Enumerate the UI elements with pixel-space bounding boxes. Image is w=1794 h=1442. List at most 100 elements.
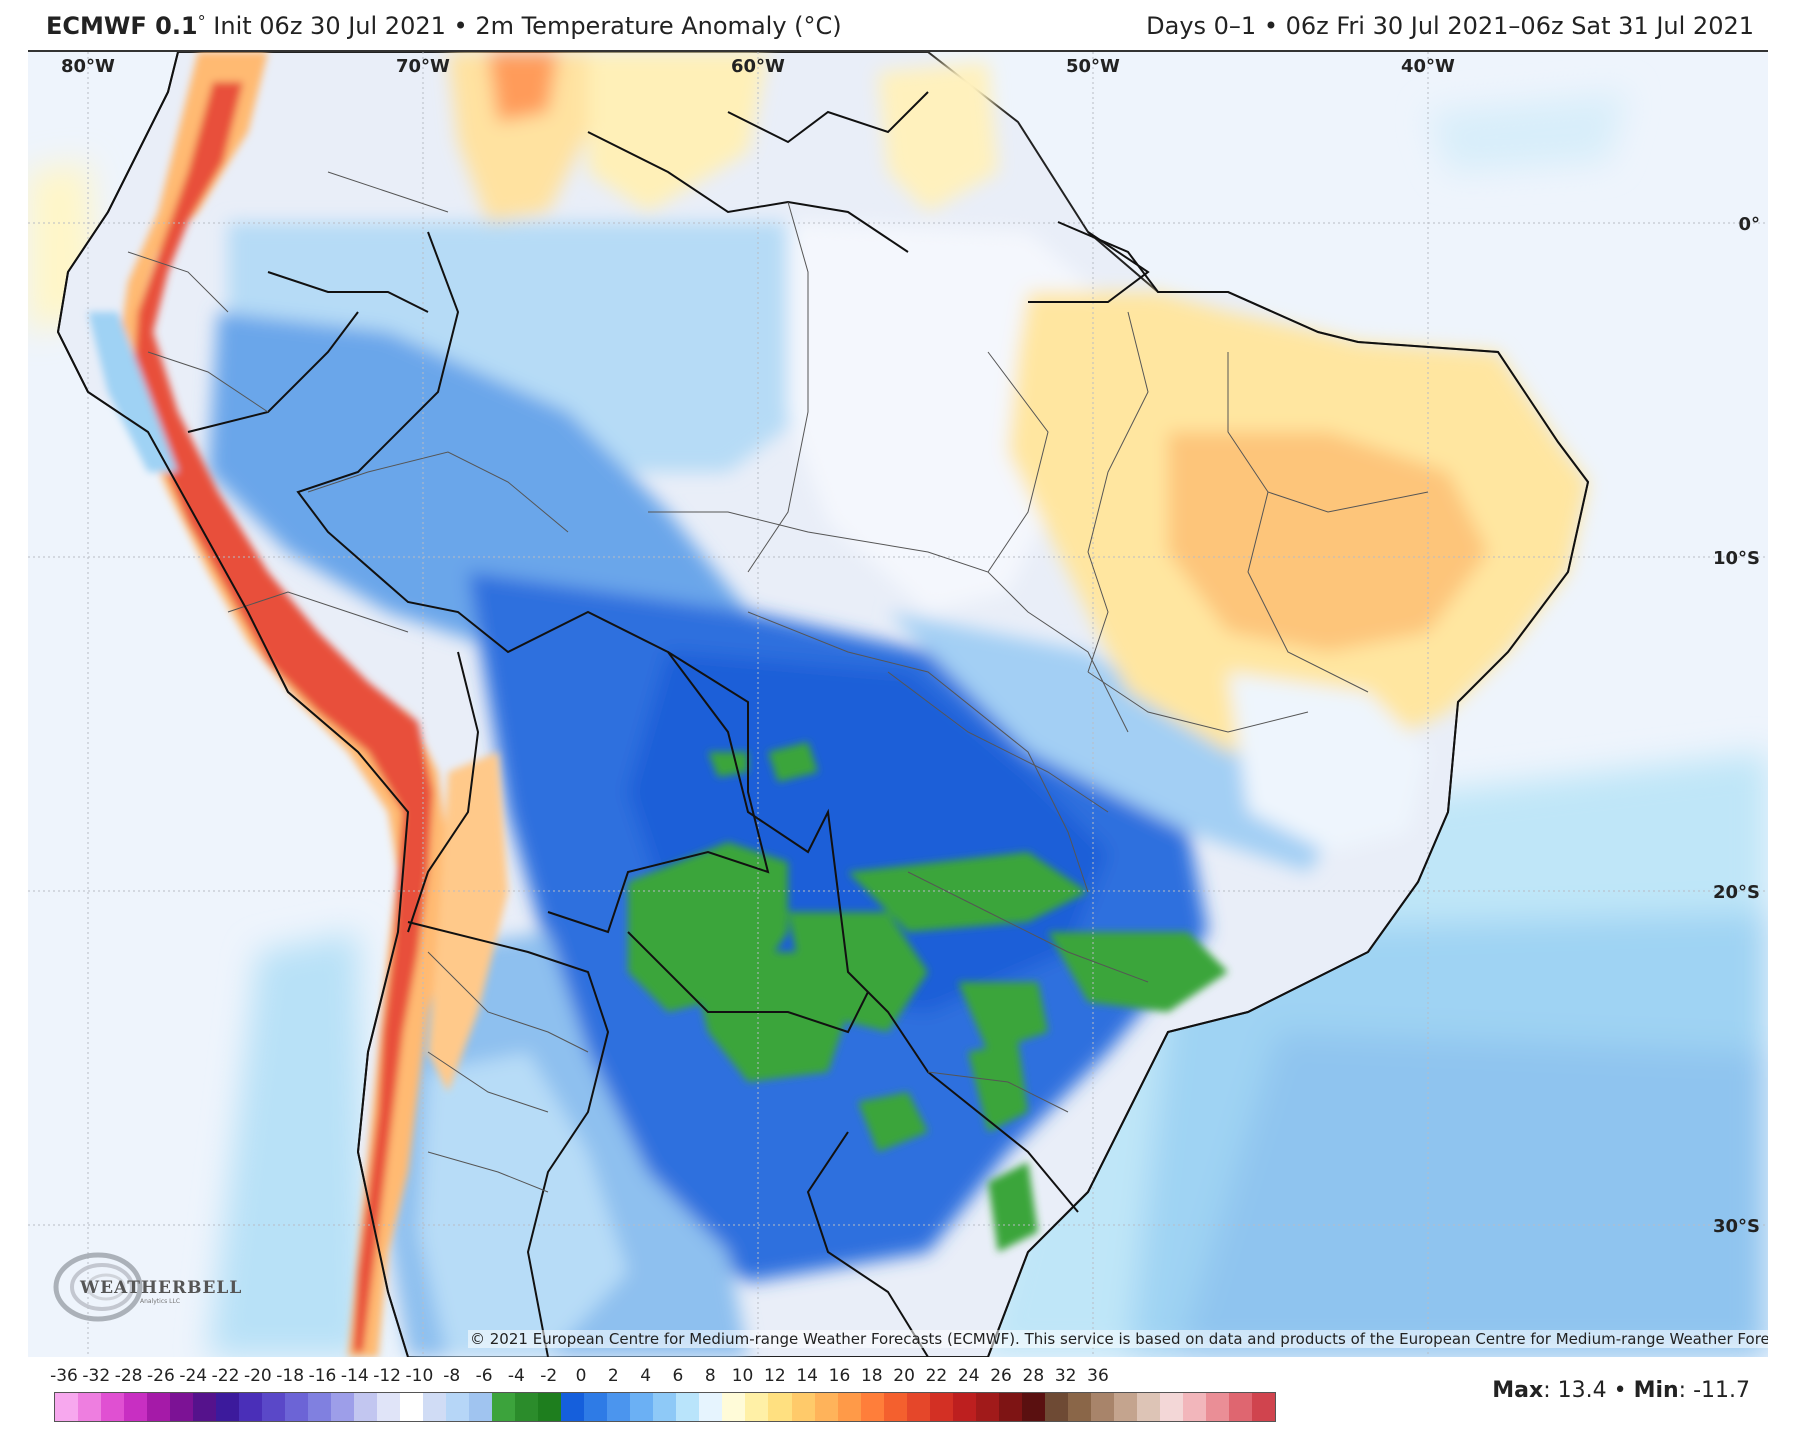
legend-tick-label: 6 (672, 1366, 684, 1386)
legend-swatch (1044, 1393, 1068, 1421)
legend-tick-label: 36 (1087, 1366, 1109, 1386)
legend-swatch (929, 1393, 953, 1421)
latitude-label-30s: 30°S (1712, 1216, 1760, 1237)
legend-tick-label: 28 (1022, 1366, 1045, 1386)
latitude-label-0: 0° (1738, 214, 1760, 235)
legend-tick-label: -36 (50, 1366, 78, 1386)
copyright-notice: © 2021 European Centre for Medium-range … (468, 1330, 1768, 1348)
legend-swatch (515, 1393, 539, 1421)
legend-swatch (1067, 1393, 1091, 1421)
legend-tick-label: 18 (860, 1366, 883, 1386)
legend-swatch (216, 1393, 240, 1421)
legend-swatch (285, 1393, 309, 1421)
legend-swatch (1113, 1393, 1137, 1421)
longitude-label-70w: 70°W (396, 56, 450, 77)
legend-tick-label: 26 (990, 1366, 1012, 1386)
field-name: 2m Temperature Anomaly (°C) (475, 12, 842, 40)
legend-swatch (653, 1393, 677, 1421)
legend-tick-label: -6 (475, 1366, 493, 1386)
legend-tick-label: -24 (179, 1366, 208, 1386)
longitude-label-80w: 80°W (61, 56, 115, 77)
legend-swatch (492, 1393, 516, 1421)
legend-tick-label: 20 (893, 1366, 915, 1386)
map-panel: 80°W 70°W 60°W 50°W 40°W 0° 10°S 20°S 30… (28, 50, 1768, 1357)
legend-swatch (1205, 1393, 1229, 1421)
legend-swatch (262, 1393, 286, 1421)
legend-swatch (814, 1393, 838, 1421)
logo-wordmark: WEATHERBELL (80, 1278, 243, 1298)
model-title: ECMWF 0.1° Init 06z 30 Jul 2021 • 2m Tem… (46, 12, 842, 40)
legend-swatch (446, 1393, 470, 1421)
legend-swatch (538, 1393, 562, 1421)
legend-swatch (722, 1393, 746, 1421)
figure-header: ECMWF 0.1° Init 06z 30 Jul 2021 • 2m Tem… (28, 8, 1768, 48)
legend-tick-label: -20 (243, 1366, 272, 1386)
legend-swatch (239, 1393, 263, 1421)
legend-tick-label: 10 (731, 1366, 754, 1386)
legend-swatch (78, 1393, 102, 1421)
legend-swatch (124, 1393, 148, 1421)
legend-swatch (952, 1393, 976, 1421)
legend-tick-label: -32 (82, 1366, 111, 1386)
weatherbell-logo: WEATHERBELL Analytics LLC (50, 1245, 241, 1325)
legend-swatch (1228, 1393, 1252, 1421)
legend-tick-label: -4 (507, 1366, 525, 1386)
legend-swatch (1136, 1393, 1160, 1421)
legend-tick-label: -18 (276, 1366, 305, 1386)
legend-swatch (883, 1393, 907, 1421)
legend-tick-label: -26 (147, 1366, 175, 1386)
legend-swatch (147, 1393, 171, 1421)
legend-swatch (906, 1393, 930, 1421)
min-label: Min (1633, 1378, 1679, 1403)
legend-swatch (55, 1393, 79, 1421)
legend-swatch (1090, 1393, 1114, 1421)
legend-swatch (998, 1393, 1022, 1421)
legend-swatch (400, 1393, 424, 1421)
min-value: : -11.7 (1678, 1378, 1750, 1403)
valid-period: Days 0–1 • 06z Fri 30 Jul 2021–06z Sat 3… (1146, 12, 1754, 40)
longitude-label-50w: 50°W (1066, 56, 1120, 77)
legend-tick-label: 4 (640, 1366, 652, 1386)
legend-tick-labels: -36 -32 -28 -26 -24 -22 -20 -18 -16 -14 -12 -10 -8 -6… (40, 1366, 1280, 1386)
legend-swatch (469, 1393, 493, 1421)
legend-swatch (630, 1393, 654, 1421)
legend-swatch (607, 1393, 631, 1421)
map-canvas (28, 52, 1768, 1357)
legend-tick-label: 24 (957, 1366, 980, 1386)
legend-swatch (975, 1393, 999, 1421)
graticule (28, 52, 1768, 1357)
legend-tick-label: -2 (540, 1366, 558, 1386)
legend-swatch (423, 1393, 447, 1421)
legend-tick-label: -12 (373, 1366, 402, 1386)
state-borders (127, 171, 1429, 1193)
degree-symbol: ° (197, 12, 206, 31)
legend-tick-label: 14 (796, 1366, 819, 1386)
legend-tick-label: -22 (211, 1366, 240, 1386)
legend-swatch (837, 1393, 861, 1421)
legend-swatch (354, 1393, 378, 1421)
legend-swatch (768, 1393, 792, 1421)
legend-tick-label: 32 (1054, 1366, 1077, 1386)
bullet-separator: • (453, 12, 468, 40)
max-min-stats: Max: 13.4 • Min: -11.7 (1492, 1378, 1750, 1403)
national-borders (187, 91, 1150, 1357)
legend-swatch (676, 1393, 700, 1421)
logo-subtext: Analytics LLC (140, 1298, 181, 1305)
legend-tick-label: -28 (114, 1366, 143, 1386)
cold-anomaly-patches (628, 742, 1228, 1252)
andes-warm-anomaly (88, 52, 508, 1357)
legend-swatch (193, 1393, 217, 1421)
legend-swatch (699, 1393, 723, 1421)
legend-tick-label: -14 (340, 1366, 369, 1386)
max-label: Max (1492, 1378, 1544, 1403)
stats-separator: • (1613, 1378, 1627, 1403)
legend-tick-label: 16 (828, 1366, 851, 1386)
legend-tick-label: -16 (308, 1366, 337, 1386)
model-brand: ECMWF 0.1 (46, 12, 198, 40)
legend-swatch (308, 1393, 332, 1421)
pacific-coastline (56, 52, 410, 1357)
coastline (987, 221, 1590, 1357)
legend-color-bar (54, 1392, 1276, 1422)
legend-tick-label: -10 (405, 1366, 434, 1386)
